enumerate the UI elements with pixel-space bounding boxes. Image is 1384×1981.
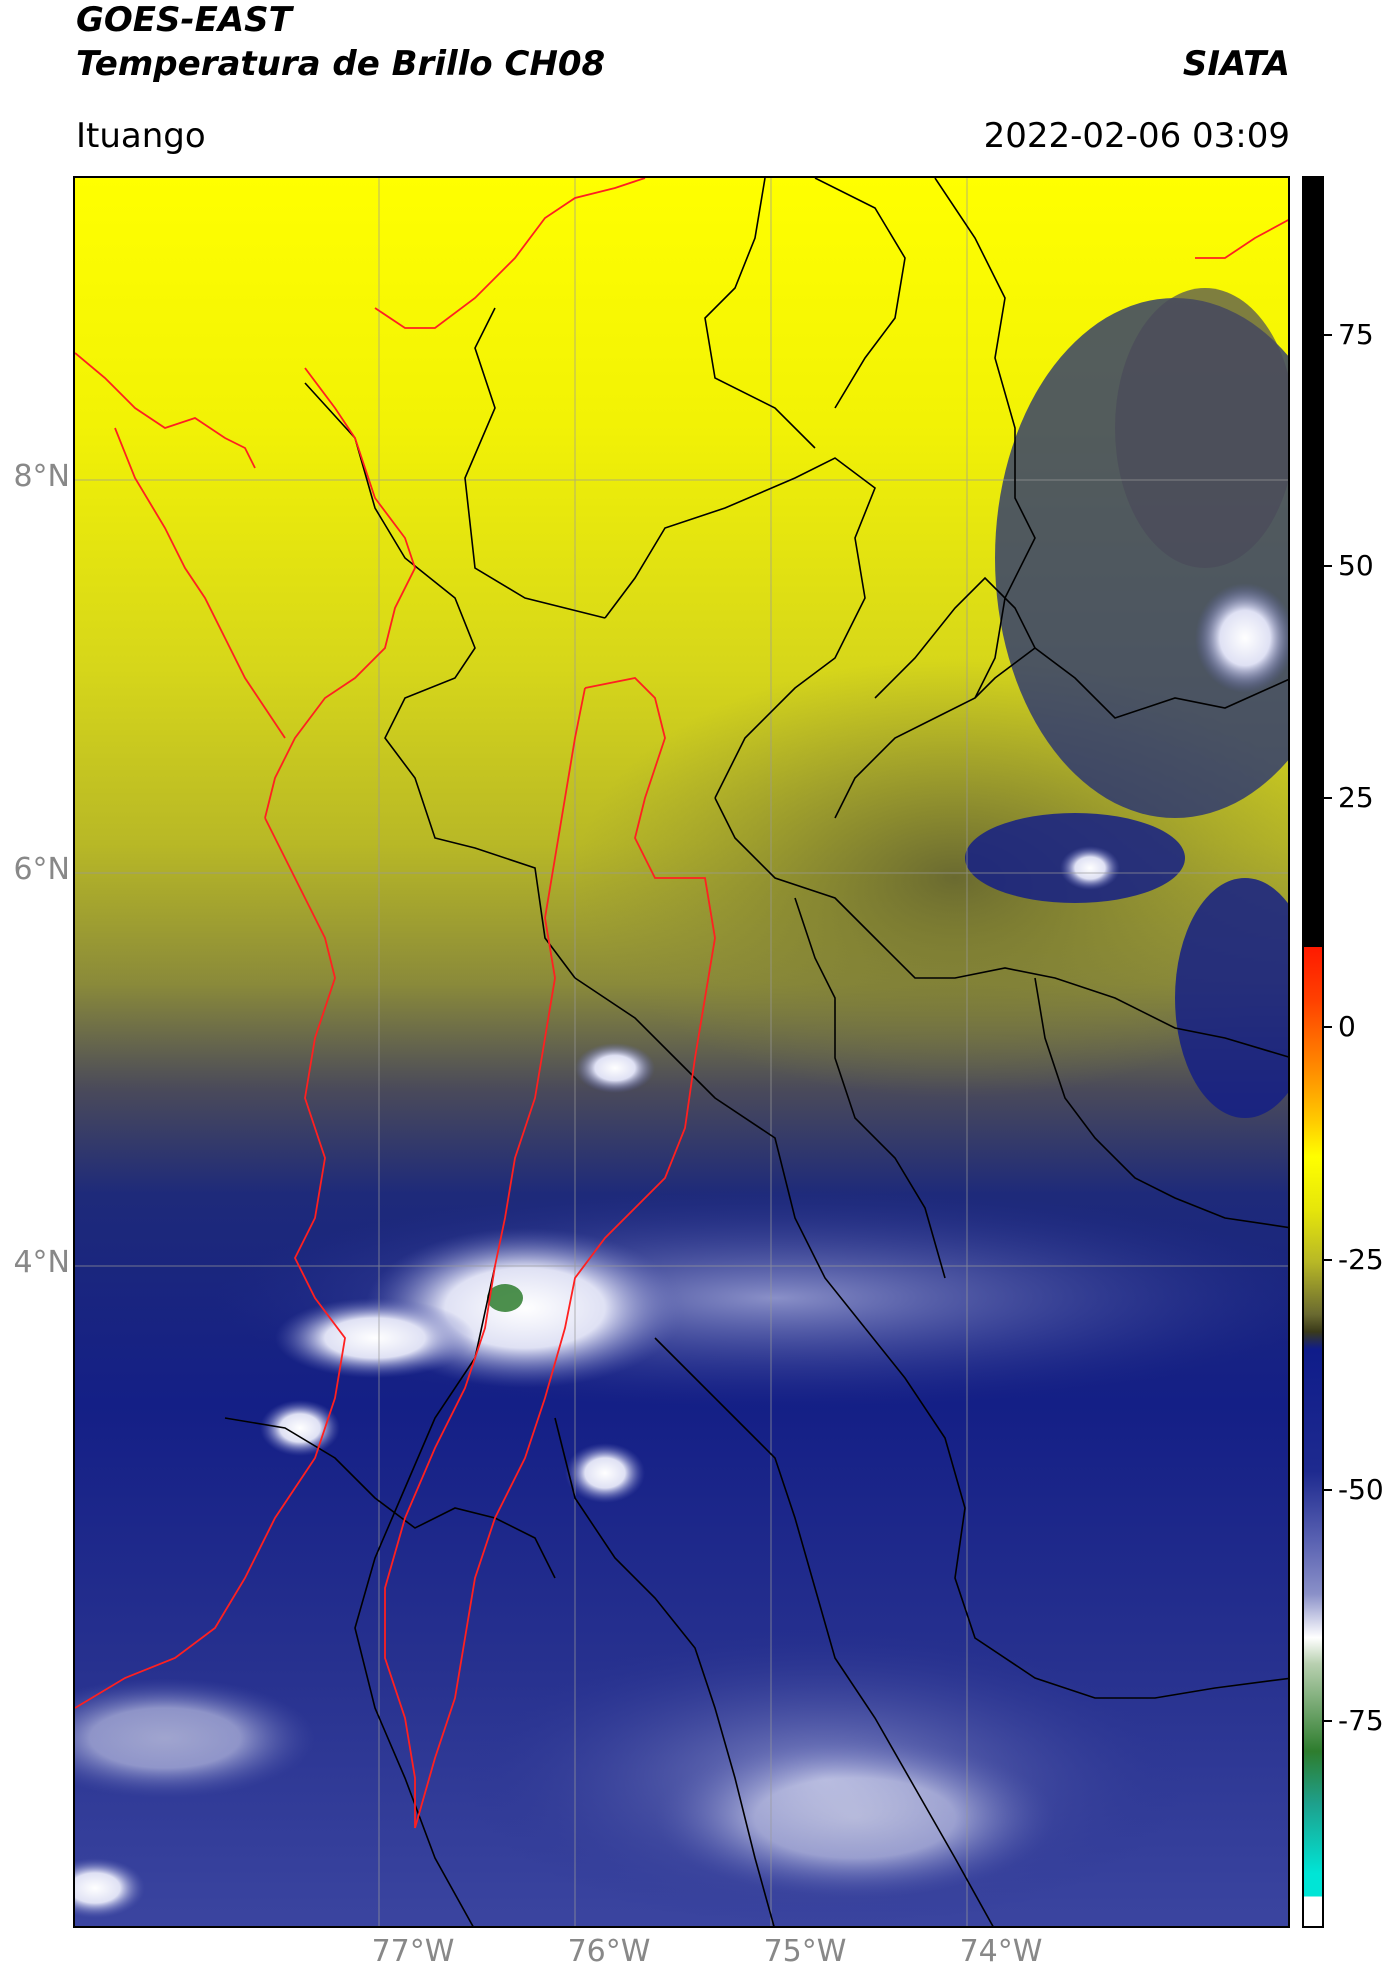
satellite-map-svg — [75, 178, 1288, 1926]
chart-subtitle: Temperatura de Brillo CH08 — [76, 44, 606, 84]
convective-cloud-5 — [575, 1043, 655, 1093]
cloud-cluster-far-east — [1175, 878, 1288, 1118]
colorbar-label-50: 50 — [1338, 549, 1374, 582]
colorbar-label-minus75: -75 — [1338, 1704, 1384, 1737]
convective-cloud-6 — [1060, 846, 1120, 890]
colorbar-tick-minus25 — [1324, 1259, 1332, 1261]
lon-label-75w: 75°W — [763, 1934, 847, 1969]
convective-cloud-2 — [275, 1298, 475, 1378]
colorbar-tick-25 — [1324, 797, 1332, 799]
colorbar-label-minus50: -50 — [1338, 1473, 1384, 1506]
coldest-core — [487, 1284, 523, 1312]
colorbar-tick-75 — [1324, 334, 1332, 336]
lon-label-77w: 77°W — [371, 1934, 455, 1969]
lat-label-8n: 8°N — [13, 459, 70, 494]
organization-label: SIATA — [1182, 44, 1290, 84]
datetime-label: 2022-02-06 03:09 — [983, 116, 1290, 156]
cloud-band-south-bright — [655, 1738, 1055, 1898]
lat-label-4n: 4°N — [13, 1245, 70, 1280]
lon-label-76w: 76°W — [567, 1934, 651, 1969]
lon-label-74w: 74°W — [959, 1934, 1043, 1969]
coastline — [75, 178, 1288, 1829]
convective-cloud-3 — [260, 1400, 340, 1456]
convective-cloud-4 — [565, 1443, 645, 1503]
location-label: Ituango — [76, 116, 206, 156]
colorbar-tick-50 — [1324, 565, 1332, 567]
cloud-band-southwest — [75, 1678, 315, 1798]
convective-cloud-7 — [1195, 583, 1288, 693]
colorbar-label-0: 0 — [1338, 1010, 1356, 1043]
colorbar — [1302, 176, 1324, 1928]
eastern-dark-region — [1115, 288, 1288, 568]
colorbar-tick-minus50 — [1324, 1489, 1332, 1491]
cloud-southwest-corner — [75, 1858, 145, 1918]
colorbar-label-minus25: -25 — [1338, 1243, 1384, 1276]
graticule — [75, 178, 1288, 1926]
chart-title: GOES-EAST — [76, 0, 292, 40]
colorbar-label-75: 75 — [1338, 318, 1374, 351]
lat-label-6n: 6°N — [13, 852, 70, 887]
satellite-map — [73, 176, 1290, 1928]
department-boundaries — [224, 178, 1288, 1926]
colorbar-label-25: 25 — [1338, 781, 1374, 814]
colorbar-tick-0 — [1324, 1026, 1332, 1028]
colorbar-tick-minus75 — [1324, 1720, 1332, 1722]
